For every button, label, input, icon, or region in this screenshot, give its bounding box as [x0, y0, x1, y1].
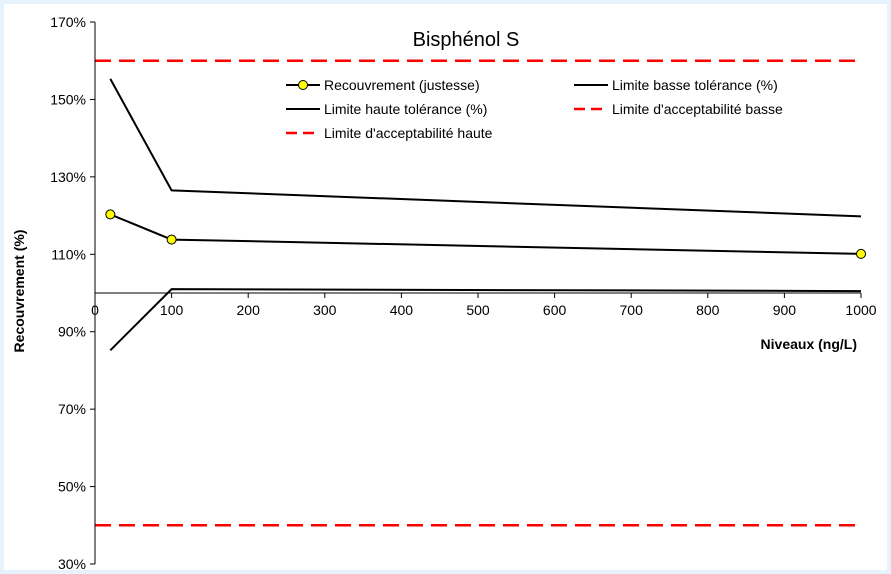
chart-container: Bisphénol S 30% 50% 70% 90% 110% 130% 150% 170%… [4, 4, 887, 570]
x-tick-label: 300 [313, 302, 337, 318]
data-point [856, 248, 866, 259]
legend-label: Limite basse tolérance (%) [612, 77, 778, 93]
y-tick-label: 150% [50, 91, 86, 107]
x-tick-label: 600 [543, 302, 567, 318]
y-tick-label: 30% [58, 556, 86, 570]
legend-label: Recouvrement (justesse) [324, 77, 480, 93]
series-line-2 [109, 288, 862, 352]
y-tick-label: 170% [50, 14, 86, 30]
data-markers [105, 209, 866, 259]
x-tick-label: 0 [91, 302, 99, 318]
legend-marker [298, 80, 308, 90]
legend-label: Limite haute tolérance (%) [324, 101, 487, 117]
x-axis-title: Niveaux (ng/L) [761, 336, 857, 352]
x-tick-label: 1000 [845, 302, 876, 318]
legend: Recouvrement (justesse) Limite basse tolé… [268, 72, 846, 148]
series-line-1 [109, 213, 862, 255]
y-tick-label: 130% [50, 169, 86, 185]
y-tick-label: 50% [58, 479, 86, 495]
x-tick-label: 200 [237, 302, 261, 318]
legend-box [268, 72, 846, 148]
chart-title: Bisphénol S [413, 29, 520, 51]
y-tick-label: 70% [58, 401, 86, 417]
legend-label: Limite d'acceptabilité basse [612, 101, 783, 117]
x-tick-label: 900 [773, 302, 797, 318]
acceptability-lines [95, 59, 861, 527]
chart-svg: Bisphénol S 30% 50% 70% 90% 110% 130% 150% 170%… [11, 14, 877, 570]
x-tick-label: 500 [466, 302, 490, 318]
legend-label: Limite d'acceptabilité haute [324, 125, 493, 141]
y-tick-label: 110% [51, 246, 86, 262]
data-point [105, 209, 116, 220]
y-tick-label: 90% [58, 324, 86, 340]
x-tick-label: 800 [696, 302, 720, 318]
x-tick-label: 100 [160, 302, 184, 318]
x-tick-label: 700 [620, 302, 644, 318]
data-point [166, 234, 177, 245]
x-tick-label: 400 [390, 302, 414, 318]
axes: 30% 50% 70% 90% 110% 130% 150% 170% 0 100 200 300 40… [50, 14, 877, 570]
y-axis-title: Recouvrement (%) [11, 230, 27, 353]
series-line-3 [109, 78, 862, 218]
